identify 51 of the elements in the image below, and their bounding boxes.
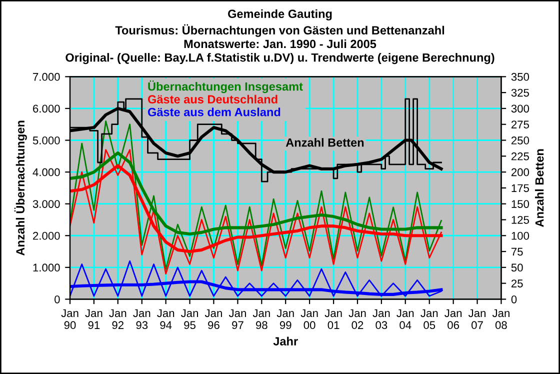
x-tick-label: Jan 95 [180,309,198,330]
y2-tick-label: 150 [512,200,530,208]
y-tick-label: 0 [54,295,60,304]
x-tick-label: Jan 07 [468,309,486,330]
x-tick-label: Jan 06 [444,309,462,330]
x-tick-label: Jan 94 [157,309,174,330]
x-tick-label: Jan 05 [420,309,438,330]
text: Gäste aus dem Ausland [148,108,280,116]
y-tick-label: 7.000 [33,72,60,81]
y-tick-label: 4.000 [32,168,60,176]
y-axis-title: Anzahl Übernachtungen [14,120,27,256]
x-tick-label: Jan 03 [372,309,390,330]
y2-tick-label: 350 [511,72,530,81]
y2-tick-label: 275 [511,120,529,128]
x-tick-label: Jan 97 [228,309,246,330]
chart-title: Gemeinde Gauting [228,9,332,20]
y2-tick-label: 125 [512,216,529,224]
y2-tick-label: 75 [511,248,523,256]
x-tick-label: Jan 96 [204,309,222,330]
x-tick-label: Jan 91 [85,309,102,330]
y2-tick-label: 50 [511,264,523,272]
y-tick-label: 3.000 [32,200,60,208]
text: Übernachtungen Insgesamt [148,80,303,94]
y2-tick-label: 225 [511,152,529,160]
y-tick-label: 6.000 [33,104,60,113]
series-label: Anzahl Betten [286,138,364,147]
y2-tick-label: 250 [511,136,530,144]
y2-tick-label: 25 [511,280,523,288]
y-tick-label: 1.000 [33,264,60,272]
x-tick-label: Jan 02 [348,309,366,330]
y2-tick-label: 100 [512,232,530,240]
x-tick-label: Jan 08 [492,309,510,330]
x-axis-title: Jahr [273,336,298,346]
y-tick-label: 2.000 [33,232,60,240]
x-tick-label: Jan 93 [133,309,150,330]
y-tick-label: 5.000 [32,136,60,144]
x-tick-label: Jan 98 [252,309,270,330]
chart-subtitle: Tourismus: Übernachtungen von Gästen und Bettenanzahl Monatswerte: Jan. 1990 - Juli 2005 Original- (Quelle: Bay.LA f.Statistik u.DV) u. Trendwerte (eigene Berechnung) [66,24,494,64]
y2-tick-label: 200 [511,168,530,176]
y2-tick-label: 175 [512,184,529,192]
text: Gäste aus Deutschland [148,94,278,104]
x-tick-label: Jan 90 [61,309,78,330]
x-tick-label: Jan 92 [109,309,126,330]
y2-tick-label: 300 [511,104,530,113]
x-tick-label: Jan 04 [396,309,414,330]
x-tick-label: Jan 99 [276,309,294,330]
y2-axis-title: Anzahl Betten [535,149,544,227]
y2-tick-label: 325 [511,88,529,97]
x-tick-label: Jan 01 [324,309,342,330]
y2-tick-label: 0 [511,295,517,304]
x-tick-label: Jan 00 [300,309,318,330]
